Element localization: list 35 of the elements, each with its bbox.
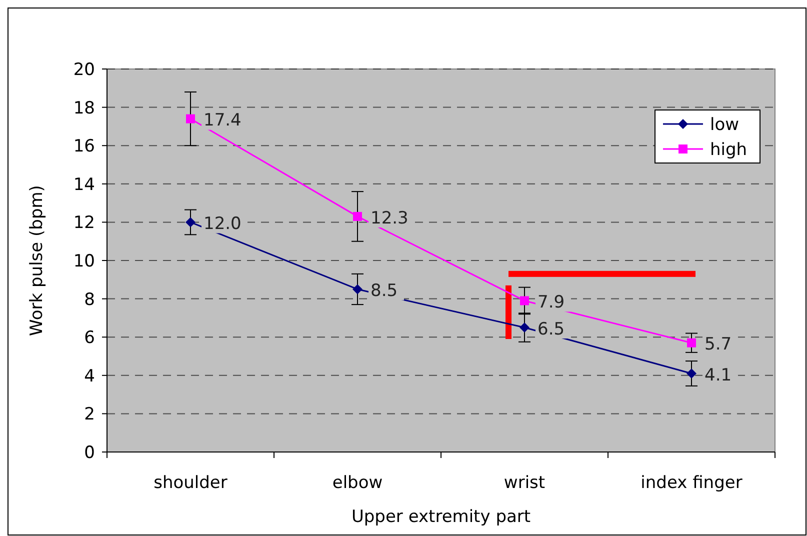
y-tick-label: 16: [73, 136, 95, 157]
y-tick-label: 2: [84, 404, 95, 425]
y-tick-label: 10: [73, 251, 95, 272]
data-label: 17.4: [204, 110, 242, 131]
data-label: 4.1: [704, 365, 732, 386]
point: [186, 217, 196, 228]
y-tick-label: 20: [73, 60, 95, 80]
point: [686, 368, 696, 378]
data-label: 8.5: [370, 281, 398, 302]
data-label: 6.5: [538, 319, 565, 340]
point: [520, 296, 529, 306]
y-tick-label: 0: [84, 442, 95, 463]
data-label: 12.3: [370, 208, 408, 228]
y-tick-label: 6: [84, 328, 95, 348]
x-tick-label: shoulder: [154, 473, 228, 493]
y-tick-label: 18: [73, 98, 95, 118]
legend-label: low: [710, 114, 740, 135]
legend-label: high: [710, 140, 748, 160]
data-label: 7.9: [538, 292, 565, 313]
y-axis-title: Work pulse (bpm): [27, 185, 47, 336]
y-tick-label: 8: [84, 290, 95, 310]
x-axis-title: Upper extremity part: [351, 507, 531, 527]
x-tick-label: wrist: [504, 473, 546, 493]
y-tick-label: 4: [84, 366, 95, 386]
y-tick-label: 14: [73, 174, 95, 195]
x-tick-label: elbow: [332, 473, 383, 493]
x-tick-label: index finger: [640, 473, 742, 493]
point: [352, 284, 362, 294]
point: [353, 212, 362, 221]
data-label: 5.7: [704, 334, 732, 355]
data-label: 12.0: [204, 214, 242, 234]
point: [520, 322, 530, 333]
point: [687, 338, 696, 348]
y-tick-label: 12: [73, 213, 95, 234]
point: [186, 114, 195, 124]
